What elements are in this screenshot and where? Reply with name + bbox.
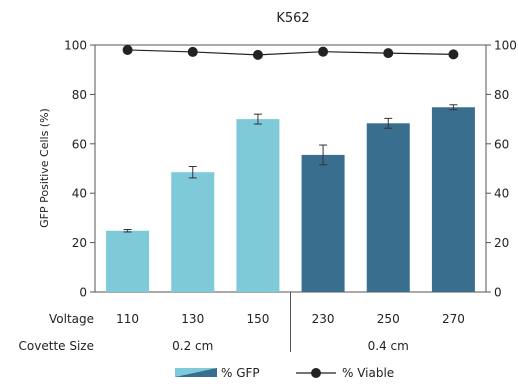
legend-gfp-label: % GFP bbox=[221, 366, 260, 380]
y2-tick-label: 20 bbox=[494, 236, 509, 250]
y-tick-label: 80 bbox=[72, 88, 87, 102]
bar-130 bbox=[171, 172, 215, 292]
viable-point-270 bbox=[448, 49, 459, 60]
voltage-label: 250 bbox=[377, 312, 400, 326]
chart-title: K562 bbox=[276, 11, 309, 26]
y-tick-label: 20 bbox=[72, 236, 87, 250]
y2-tick-label: 80 bbox=[494, 88, 509, 102]
bar-270 bbox=[431, 107, 475, 292]
y-tick-label: 40 bbox=[72, 187, 87, 201]
y2-tick-label: 0 bbox=[494, 286, 502, 300]
viable-line bbox=[127, 49, 454, 56]
voltage-label: 270 bbox=[442, 312, 465, 326]
legend-gfp-swatch bbox=[175, 368, 217, 377]
voltage-label: 130 bbox=[181, 312, 204, 326]
y-tick-label: 60 bbox=[72, 137, 87, 151]
legend: % GFP % Viable bbox=[175, 366, 394, 380]
bar-150 bbox=[236, 119, 280, 292]
viable-point-230 bbox=[318, 46, 329, 57]
y2-tick-label: 60 bbox=[494, 137, 509, 151]
voltage-row-label: Voltage bbox=[49, 312, 94, 326]
viable-point-110 bbox=[122, 44, 133, 55]
y-axis-title: GFP Positive Cells (%) bbox=[38, 108, 51, 228]
voltage-label: 110 bbox=[116, 312, 139, 326]
plot-area: 0 20 40 60 80 100 0 20 40 60 80 100 110 130 150 230 250 2… bbox=[64, 39, 517, 354]
voltage-label: 230 bbox=[312, 312, 335, 326]
viable-point-150 bbox=[252, 49, 263, 60]
cuvette-label: 0.2 cm bbox=[172, 339, 213, 353]
bar-230 bbox=[301, 154, 345, 292]
viable-point-130 bbox=[187, 46, 198, 57]
y2-tick-label: 40 bbox=[494, 187, 509, 201]
y-tick-label: 100 bbox=[64, 39, 87, 53]
bar-250 bbox=[366, 123, 410, 292]
y-tick-label: 0 bbox=[79, 286, 87, 300]
bar-110 bbox=[106, 230, 150, 292]
y2-tick-label: 100 bbox=[494, 39, 517, 53]
legend-viable-marker bbox=[311, 368, 321, 378]
legend-viable-label: % Viable bbox=[342, 366, 394, 380]
viable-point-250 bbox=[383, 48, 394, 59]
cuvette-row-label: Covette Size bbox=[19, 339, 94, 353]
voltage-label: 150 bbox=[246, 312, 269, 326]
plot-frame bbox=[94, 44, 487, 293]
cuvette-label: 0.4 cm bbox=[368, 339, 409, 353]
